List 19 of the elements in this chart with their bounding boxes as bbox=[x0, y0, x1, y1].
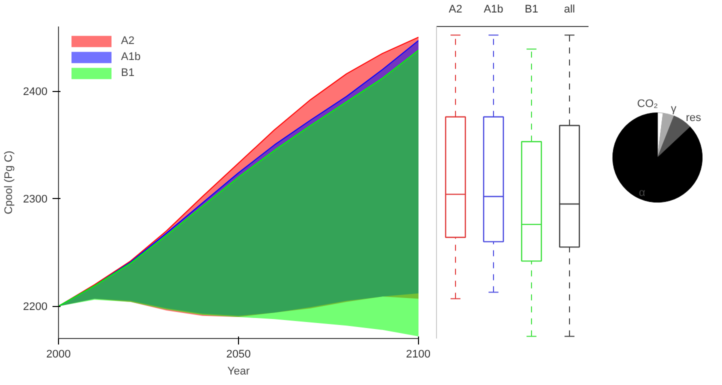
x-tick-label: A1b bbox=[484, 4, 504, 16]
x-tick-label: A2 bbox=[448, 4, 462, 16]
y-tick-label: 2200 bbox=[23, 301, 48, 314]
legend-label: A1b bbox=[121, 51, 141, 63]
x-tick-label: 2050 bbox=[226, 348, 251, 360]
x-tick-label: 2100 bbox=[406, 348, 431, 360]
slice-label: γ bbox=[670, 103, 677, 116]
x-tick-label: 2000 bbox=[46, 348, 71, 360]
slice-label: res bbox=[686, 112, 702, 124]
legend-label: B1 bbox=[121, 67, 136, 79]
x-tick-label: all bbox=[564, 4, 576, 16]
x-axis-title: Year bbox=[227, 366, 250, 378]
y-axis-title: Cpool (Pg C) bbox=[3, 150, 16, 214]
y-tick-label: 2400 bbox=[23, 86, 48, 98]
y-tick-label: 2300 bbox=[23, 194, 48, 206]
slice-label: α bbox=[638, 187, 646, 200]
legend-label: A2 bbox=[121, 35, 136, 47]
x-tick-label: B1 bbox=[524, 4, 538, 16]
slice-label: CO₂ bbox=[637, 98, 658, 110]
